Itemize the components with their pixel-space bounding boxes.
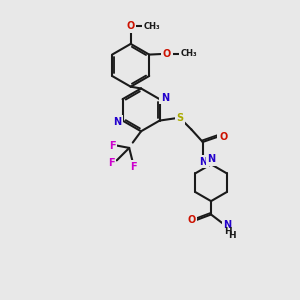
Text: F: F [109, 140, 116, 151]
Text: N: N [113, 117, 121, 127]
Text: N: N [208, 154, 216, 164]
Text: S: S [177, 113, 184, 123]
Text: O: O [188, 215, 196, 225]
Text: N: N [224, 220, 232, 230]
Text: H: H [224, 226, 232, 236]
Text: CH₃: CH₃ [181, 50, 197, 58]
Text: CH₃: CH₃ [144, 22, 160, 31]
Text: N: N [161, 93, 169, 103]
Text: F: F [130, 162, 137, 172]
Text: H: H [229, 231, 236, 240]
Text: O: O [163, 49, 171, 59]
Text: O: O [219, 132, 227, 142]
Text: F: F [108, 158, 115, 168]
Text: N: N [199, 157, 207, 166]
Text: O: O [127, 21, 135, 31]
